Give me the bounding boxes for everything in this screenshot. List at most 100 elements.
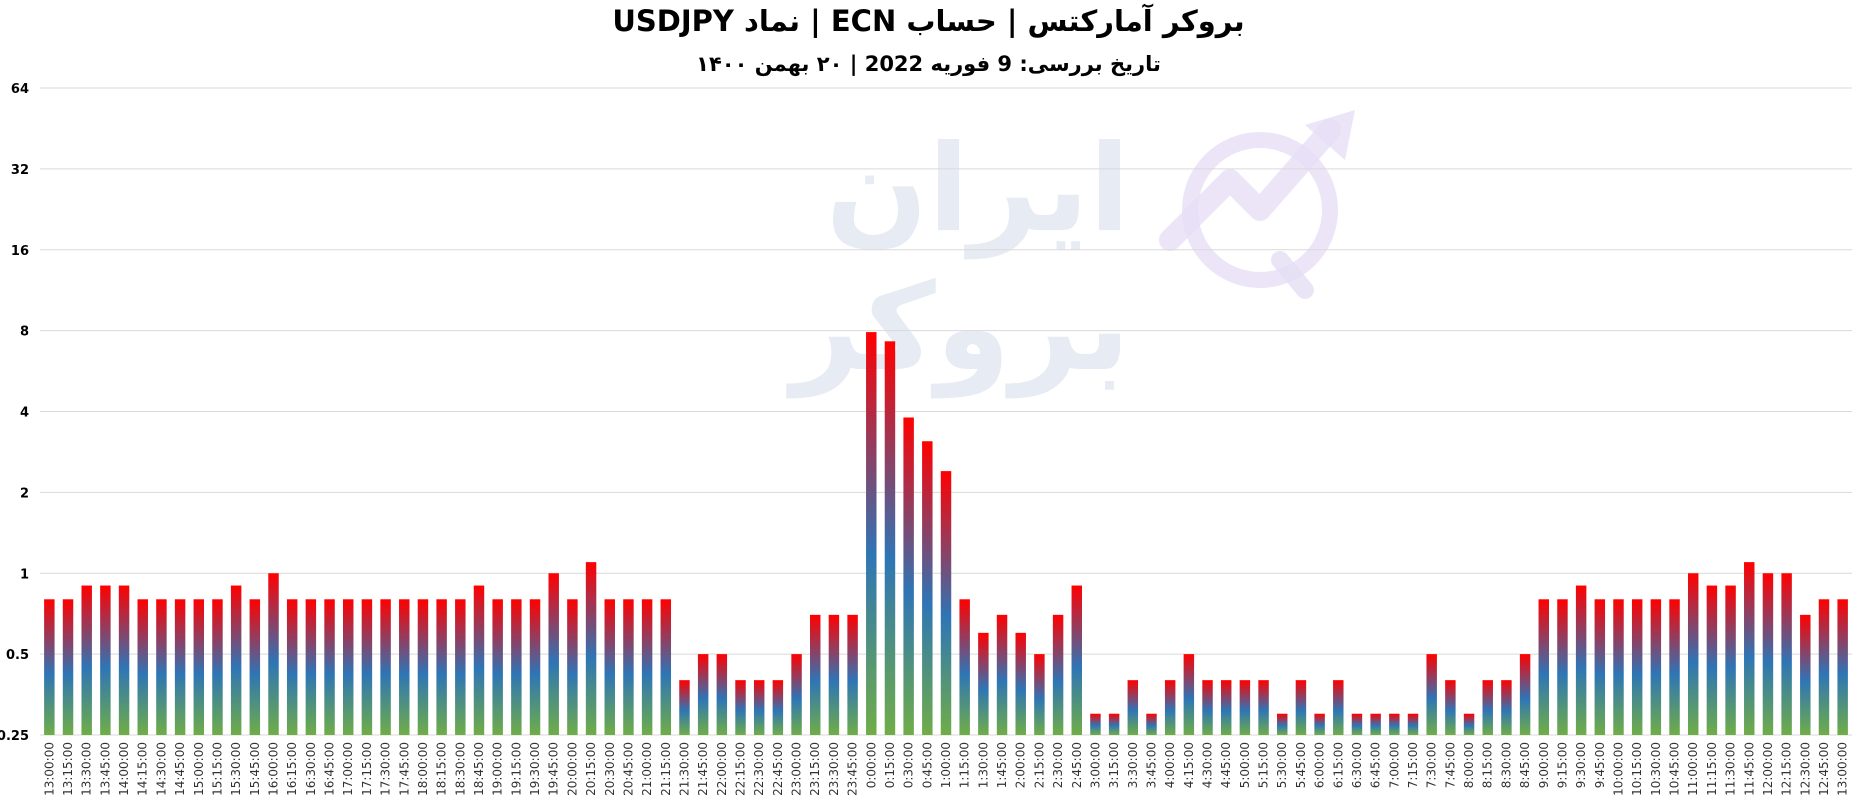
x-tick-label: 4:45:00 <box>1219 742 1233 788</box>
x-tick-label: 9:45:00 <box>1593 742 1607 788</box>
x-tick-label: 23:30:00 <box>827 742 841 796</box>
bar <box>399 599 410 735</box>
x-tick-label: 11:30:00 <box>1724 742 1738 796</box>
bar <box>473 585 485 735</box>
x-tick-label: 14:00:00 <box>117 742 131 796</box>
bar <box>137 599 148 735</box>
x-tick-label: 1:00:00 <box>939 742 953 788</box>
bar <box>1202 680 1213 735</box>
bar <box>1631 599 1643 735</box>
x-tick-label: 17:30:00 <box>379 742 393 796</box>
bar <box>1762 573 1774 735</box>
x-tick-label: 23:45:00 <box>846 742 860 796</box>
x-tick-label: 11:45:00 <box>1742 742 1756 796</box>
x-tick-label: 12:30:00 <box>1798 742 1812 796</box>
x-tick-label: 12:15:00 <box>1780 742 1794 796</box>
x-tick-label: 8:45:00 <box>1518 742 1532 788</box>
bar <box>249 599 261 735</box>
x-tick-label: 22:00:00 <box>715 742 729 796</box>
bar <box>1687 573 1699 735</box>
bar <box>1034 654 1045 735</box>
x-tick-label: 10:45:00 <box>1668 742 1682 796</box>
x-tick-label: 2:00:00 <box>1014 742 1028 788</box>
bar <box>548 573 559 735</box>
bar <box>623 599 634 735</box>
bar <box>922 441 933 735</box>
bar <box>660 599 672 735</box>
bar <box>735 680 746 735</box>
x-tick-label: 5:00:00 <box>1238 742 1252 788</box>
y-tick-label: 32 <box>11 163 29 178</box>
bar <box>828 614 840 735</box>
bar <box>1295 680 1307 735</box>
x-tick-label: 1:45:00 <box>995 742 1009 788</box>
bar <box>1519 654 1531 735</box>
bar <box>1277 713 1288 735</box>
x-tick-label: 10:30:00 <box>1649 742 1663 796</box>
x-tick-label: 23:15:00 <box>808 742 822 796</box>
bar <box>174 599 186 735</box>
y-tick-label: 16 <box>11 244 29 259</box>
x-tick-label: 0:30:00 <box>902 742 916 788</box>
bar <box>1650 599 1662 735</box>
bar <box>1314 713 1325 735</box>
x-tick-label: 15:00:00 <box>192 742 206 796</box>
x-tick-label: 19:30:00 <box>528 742 542 796</box>
bar <box>940 471 952 735</box>
bar <box>1164 680 1176 735</box>
y-tick-label: 8 <box>20 325 29 340</box>
bar <box>978 632 989 735</box>
bar <box>679 680 690 735</box>
bar <box>1800 614 1811 735</box>
bar <box>1463 713 1475 735</box>
bar <box>1146 713 1157 735</box>
x-tick-label: 18:00:00 <box>416 742 430 796</box>
x-tick-label: 13:45:00 <box>98 742 112 796</box>
x-tick-label: 4:00:00 <box>1163 742 1177 788</box>
bar <box>1818 599 1830 735</box>
bar <box>1781 573 1792 735</box>
bar <box>361 599 373 735</box>
bar <box>1482 680 1493 735</box>
x-tick-label: 17:00:00 <box>341 742 355 796</box>
x-tick-label: 6:15:00 <box>1331 742 1345 788</box>
bar <box>1090 713 1101 735</box>
bar <box>604 599 615 735</box>
x-tick-label: 11:15:00 <box>1705 742 1719 796</box>
bar <box>716 654 728 735</box>
bar <box>81 585 92 735</box>
bar <box>417 599 429 735</box>
x-tick-label: 12:00:00 <box>1761 742 1775 796</box>
x-tick-label: 3:45:00 <box>1144 742 1158 788</box>
x-tick-label: 6:00:00 <box>1313 742 1327 788</box>
x-tick-label: 14:30:00 <box>154 742 168 796</box>
bar <box>1333 680 1344 735</box>
bar <box>1837 599 1848 735</box>
bar <box>492 599 503 735</box>
x-tick-label: 17:15:00 <box>360 742 374 796</box>
x-tick-label: 22:30:00 <box>752 742 766 796</box>
x-tick-label: 4:30:00 <box>1201 742 1215 788</box>
bar <box>305 599 317 735</box>
x-tick-label: 21:45:00 <box>696 742 710 796</box>
x-tick-label: 13:00:00 <box>1836 742 1850 796</box>
bar <box>847 614 858 735</box>
x-tick-label: 6:30:00 <box>1350 742 1364 788</box>
x-tick-label: 17:45:00 <box>397 742 411 796</box>
x-tick-label: 1:30:00 <box>976 742 990 788</box>
bar <box>230 585 242 735</box>
x-tick-label: 13:15:00 <box>61 742 75 796</box>
bar <box>1501 680 1512 735</box>
x-tick-label: 7:15:00 <box>1406 742 1420 788</box>
bar <box>697 654 709 735</box>
x-tick-label: 3:00:00 <box>1088 742 1102 788</box>
x-tick-label: 20:30:00 <box>603 742 617 796</box>
x-tick-label: 5:30:00 <box>1275 742 1289 788</box>
y-tick-label: 64 <box>11 82 29 97</box>
bar <box>342 599 354 735</box>
x-tick-label: 18:30:00 <box>453 742 467 796</box>
y-tick-label: 2 <box>20 486 29 501</box>
x-tick-label: 5:15:00 <box>1257 742 1271 788</box>
bar <box>193 599 205 735</box>
x-tick-label: 0:00:00 <box>864 742 878 788</box>
